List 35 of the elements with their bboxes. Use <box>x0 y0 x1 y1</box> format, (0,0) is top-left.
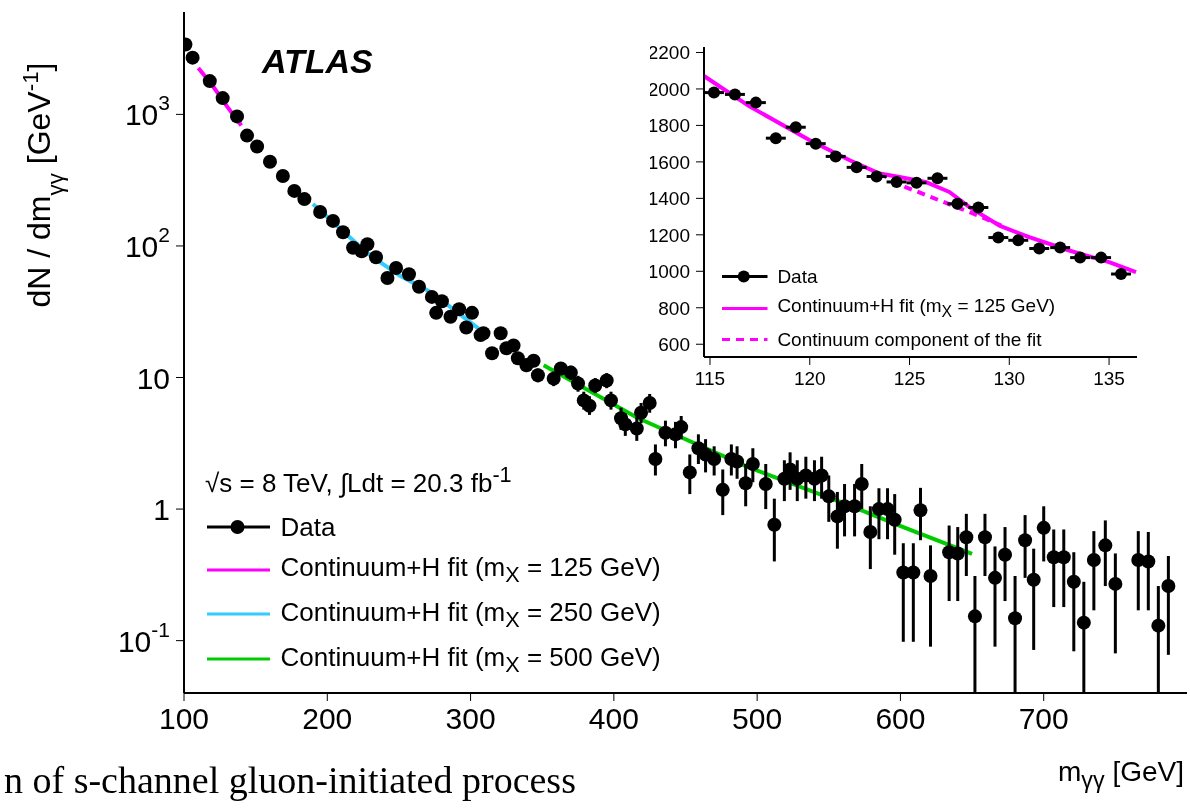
annotation: √s = 8 TeV, ∫Ldt = 20.3 fb$^{-1}$ <box>205 462 512 498</box>
annotation: ATLAS <box>262 42 373 80</box>
x-tick-label: 600 <box>875 701 926 735</box>
x-tick-label: 100 <box>158 701 210 735</box>
y-tick-label: 10$^{3}$ <box>124 91 170 131</box>
legend-label: Continuum component of the fit <box>777 327 1042 352</box>
y-tick-label: 10$^{2}$ <box>124 222 170 263</box>
y-tick-label: 600 <box>658 333 690 355</box>
legend-label: Continuum+H fit (m$_{X}$ = 125 GeV) <box>280 551 661 590</box>
y-tick-label: 10$^{-1}$ <box>117 617 170 658</box>
x-tick-label: 700 <box>1018 701 1069 735</box>
x-tick-label: 500 <box>732 701 783 735</box>
x-tick-label: 400 <box>588 701 639 735</box>
legend-label: Continuum+H fit (m$_{X}$ = 125 GeV) <box>777 294 1056 323</box>
x-tick-label: 135 <box>1093 367 1125 389</box>
y-tick-label: 1000 <box>647 260 690 282</box>
x-tick-label: 200 <box>302 701 353 735</box>
x-tick-label: 125 <box>893 367 926 389</box>
y-tick-label: 800 <box>658 297 690 319</box>
x-axis-title: m$_{γγ}$ [GeV] <box>1057 756 1184 793</box>
x-tick-label: 300 <box>445 701 496 735</box>
legend-label: Data <box>280 510 336 544</box>
y-tick-label: 1400 <box>647 187 690 209</box>
legend-label: Continuum+H fit (m$_{X}$ = 500 GeV) <box>280 640 661 679</box>
x-tick-label: 120 <box>793 367 826 389</box>
legend-label: Continuum+H fit (m$_{X}$ = 250 GeV) <box>280 596 661 635</box>
x-tick-label: 115 <box>694 367 726 389</box>
y-tick-label: 1 <box>153 492 170 526</box>
legend-label: Data <box>777 265 818 289</box>
x-tick-label: 130 <box>993 367 1026 389</box>
text: n of s-channel gluon-initiated process <box>4 759 576 801</box>
y-tick-label: 10 <box>136 361 170 395</box>
y-tick-label: 1200 <box>647 224 690 246</box>
y-tick-label: 1800 <box>647 114 690 136</box>
y-tick-label: 1600 <box>647 151 690 173</box>
